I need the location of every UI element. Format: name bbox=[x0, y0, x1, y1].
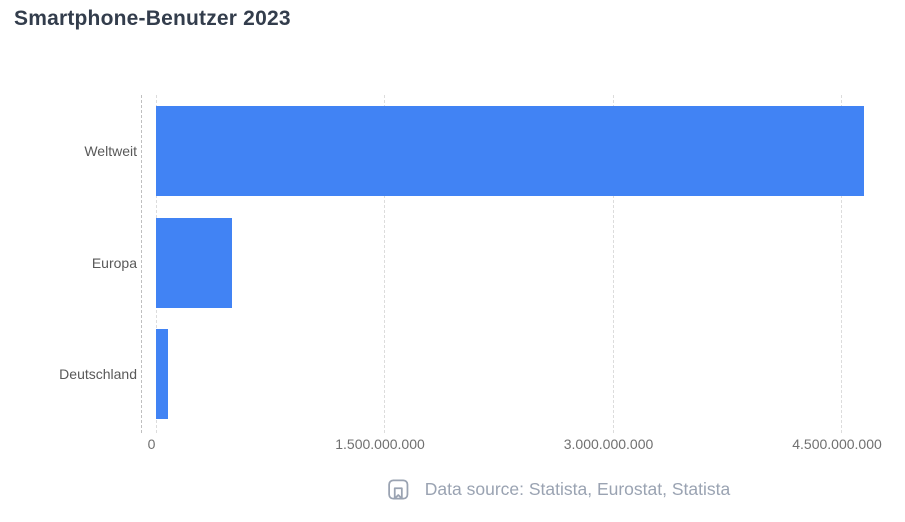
data-source-footer: Data source: Statista, Eurostat, Statist… bbox=[386, 477, 730, 502]
x-gridline-1 bbox=[384, 95, 385, 433]
bar-europa[interactable] bbox=[155, 217, 232, 308]
x-gridline-2 bbox=[612, 95, 614, 433]
x-gridline-3 bbox=[841, 95, 842, 433]
chart-title: Smartphone-Benutzer 2023 bbox=[14, 7, 291, 30]
category-label-weltweit: Weltweit bbox=[84, 142, 137, 159]
x-tick-label-2: 3.000.000.000 bbox=[563, 436, 654, 452]
data-source-text: Data source: Statista, Eurostat, Statist… bbox=[424, 479, 731, 499]
x-tick-label-1: 1.500.000.000 bbox=[335, 436, 425, 452]
bar-weltweit[interactable] bbox=[155, 105, 864, 196]
x-tick-label-0: 0 bbox=[147, 436, 156, 452]
bar-deutschland[interactable] bbox=[155, 329, 168, 420]
category-label-europa: Europa bbox=[91, 254, 137, 271]
category-label-deutschland: Deutschland bbox=[59, 366, 137, 383]
y-axis-line bbox=[141, 95, 142, 433]
x-tick-label-3: 4.500.000.000 bbox=[792, 436, 882, 452]
book-bookmark-icon bbox=[386, 477, 411, 502]
